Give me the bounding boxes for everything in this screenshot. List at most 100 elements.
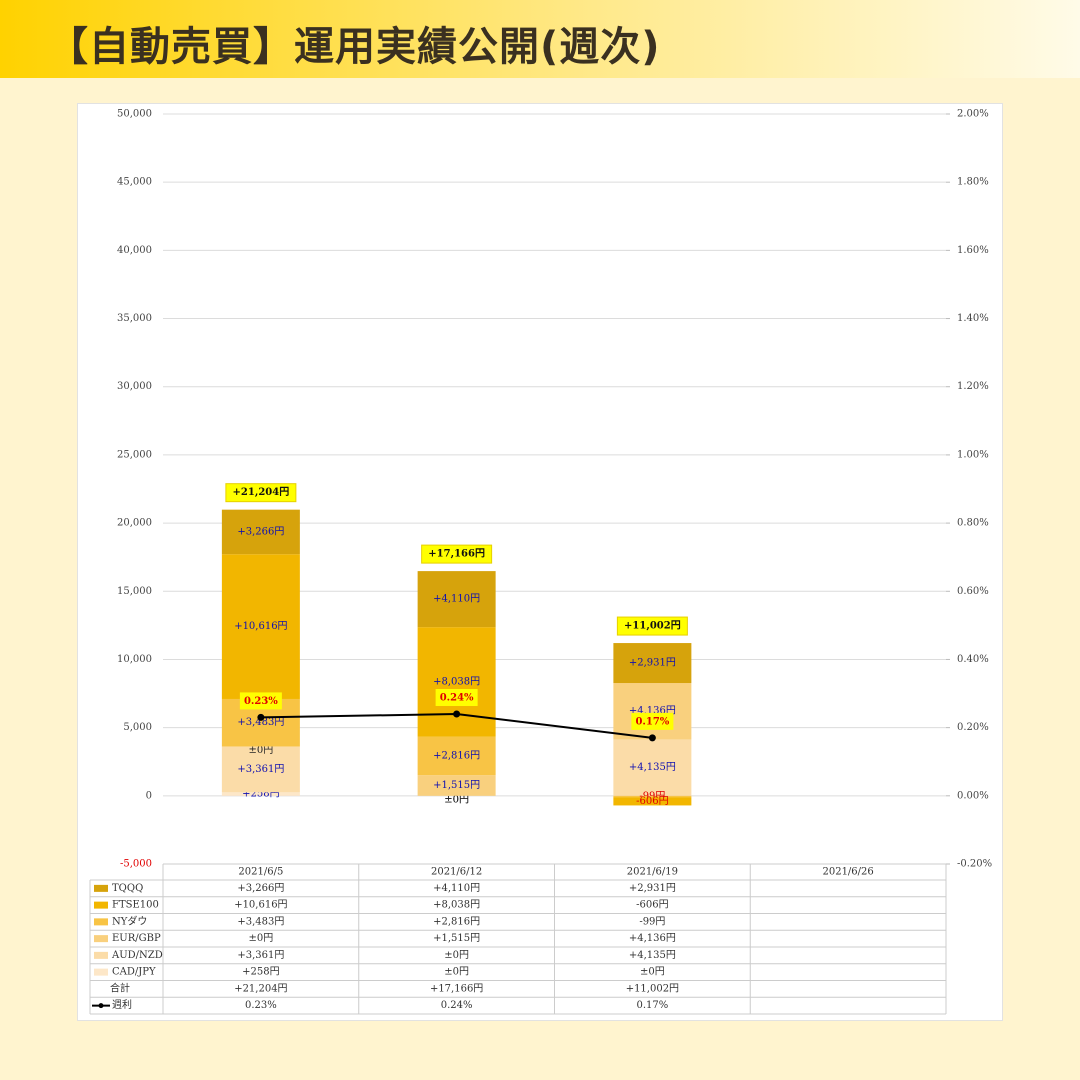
table-cell: +2,816円 [433,916,480,927]
table-cell: +3,361円 [237,950,284,961]
y2-tick-label: -0.20% [957,859,992,870]
legend-key [98,1003,104,1009]
bar-segment [613,795,692,798]
table-cell: +17,166円 [430,983,483,994]
table-row-label: FTSE100 [112,900,159,911]
table-row-label: 週利 [112,999,132,1011]
y-tick-label: 40,000 [117,245,152,256]
bar-label: -99円 [639,791,665,802]
table-cell: ±0円 [640,967,665,978]
bar-segment [613,739,692,796]
table-cell: 0.23% [245,1000,277,1011]
line-label-box [435,689,478,706]
y-tick-label: 50,000 [117,109,152,120]
bar-label: +4,136円 [629,706,676,717]
table-header: 2021/6/26 [822,867,873,878]
y2-tick-label: 0.60% [957,586,989,597]
legend-key [94,968,108,976]
header: 【自動売買】運用実績公開(週次) [0,0,1080,78]
bar-segment [613,683,692,740]
bar-segment [613,643,692,684]
bar-label: +4,135円 [629,762,676,773]
table-header: 2021/6/12 [431,867,482,878]
legend-key [94,884,108,892]
bar-label: +2,816円 [433,750,480,761]
y-tick-label: -5,000 [120,859,152,870]
y-tick-label: 20,000 [117,518,152,529]
bar-label: -606円 [636,796,668,807]
table-row-label: EUR/GBP [112,933,161,944]
bar-segment [417,571,496,628]
table-cell: 0.17% [636,1000,668,1011]
table-cell: 0.24% [441,1000,473,1011]
table-header: 2021/6/19 [627,867,678,878]
bar-segment [221,746,300,793]
line-point [648,734,656,742]
bar-label: +3,266円 [237,526,284,537]
y-tick-label: 30,000 [117,381,152,392]
table-cell: +4,135円 [629,950,676,961]
y-tick-label: 25,000 [117,449,152,460]
table-row-label: 合計 [110,981,130,994]
y2-tick-label: 1.40% [957,313,989,324]
bar-label: ±0円 [249,745,274,756]
legend-key [94,935,108,943]
line-label-box [239,692,282,710]
bar-label: ±0円 [444,794,469,805]
table-cell: +8,038円 [433,900,480,911]
bar-segment [221,554,300,699]
table-row-label: NYダウ [112,914,147,927]
y-tick-label: 0 [146,790,152,801]
bar-segment [221,792,300,796]
bar-segment [221,509,300,555]
table-row-label: CAD/JPY [112,967,156,978]
bar-label: +8,038円 [433,676,480,687]
bar-label: ±0円 [444,794,469,805]
table-cell: +10,616円 [234,900,287,911]
bar-segment [417,627,496,737]
page-title: 【自動売買】運用実績公開(週次) [48,24,661,70]
legend-key [94,901,108,909]
y2-tick-label: 1.60% [957,245,989,256]
total-label-box [616,616,688,636]
legend-key [94,951,108,959]
total-label: +21,204円 [233,486,290,498]
total-label: +11,002円 [624,620,681,632]
bar-label: +10,616円 [234,621,287,632]
table-row-label: AUD/NZD [111,950,163,961]
y2-tick-label: 1.00% [957,449,989,460]
y-tick-label: 15,000 [117,586,152,597]
table-cell: +3,266円 [237,883,284,894]
y-tick-label: 45,000 [117,177,152,188]
y2-tick-label: 0.40% [957,654,989,665]
line-point [453,710,461,718]
table-cell: -606円 [636,900,668,911]
bar-segment [613,797,692,806]
bar-label: +1,515円 [433,780,480,791]
table-cell: +1,515円 [433,933,480,944]
table-cell: +11,002円 [626,983,679,994]
line-label: 0.17% [635,716,669,727]
table-cell: +21,204円 [234,983,287,994]
table-cell: +258円 [242,967,279,978]
total-label-box [225,483,297,503]
line-label: 0.24% [440,693,474,704]
table-cell: ±0円 [444,950,469,961]
bar-segment [417,775,496,796]
bar-label: +2,931円 [629,658,676,669]
y2-tick-label: 0.00% [957,790,989,801]
total-label-box [421,544,493,564]
bar-label: +4,110円 [433,594,480,605]
line-label-box [631,712,674,730]
bar-label: +3,483円 [237,717,284,728]
y-tick-label: 5,000 [123,722,152,733]
y2-tick-label: 2.00% [957,109,989,120]
y2-tick-label: 0.80% [957,518,989,529]
table-cell: -99円 [639,916,665,927]
y-tick-label: 10,000 [117,654,152,665]
table-header: 2021/6/5 [238,867,283,878]
table-row-label: TQQQ [112,883,143,894]
table-cell: +4,136円 [629,933,676,944]
